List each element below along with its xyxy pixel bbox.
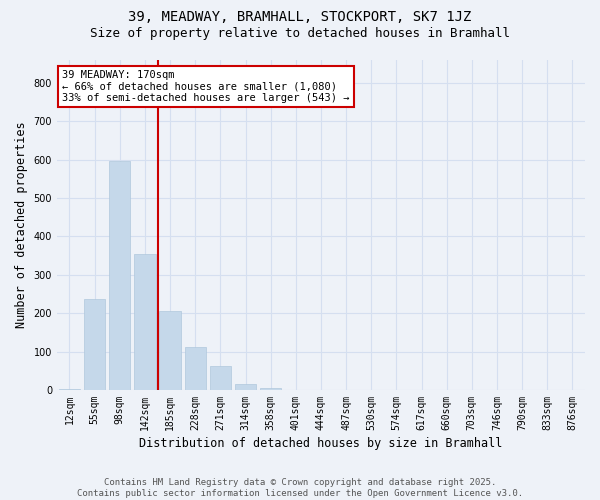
Bar xyxy=(59,389,80,390)
Bar xyxy=(160,312,181,390)
Bar xyxy=(209,366,231,390)
Text: Size of property relative to detached houses in Bramhall: Size of property relative to detached ho… xyxy=(90,28,510,40)
X-axis label: Distribution of detached houses by size in Bramhall: Distribution of detached houses by size … xyxy=(139,437,503,450)
Bar xyxy=(109,161,130,390)
Bar xyxy=(260,388,281,390)
Text: 39, MEADWAY, BRAMHALL, STOCKPORT, SK7 1JZ: 39, MEADWAY, BRAMHALL, STOCKPORT, SK7 1J… xyxy=(128,10,472,24)
Bar xyxy=(84,299,106,390)
Bar xyxy=(134,254,155,390)
Y-axis label: Number of detached properties: Number of detached properties xyxy=(15,122,28,328)
Bar xyxy=(185,346,206,390)
Text: Contains HM Land Registry data © Crown copyright and database right 2025.
Contai: Contains HM Land Registry data © Crown c… xyxy=(77,478,523,498)
Text: 39 MEADWAY: 170sqm
← 66% of detached houses are smaller (1,080)
33% of semi-deta: 39 MEADWAY: 170sqm ← 66% of detached hou… xyxy=(62,70,350,103)
Bar xyxy=(235,384,256,390)
